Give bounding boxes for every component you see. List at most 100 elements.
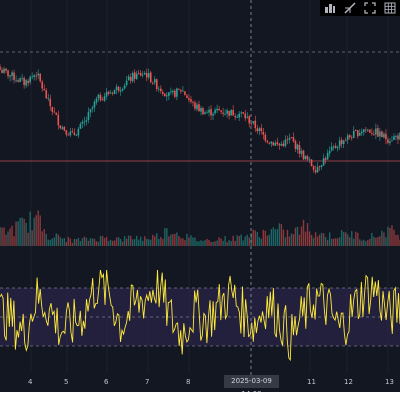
candle-body (256, 128, 259, 132)
volume-bar (160, 237, 162, 246)
candle-body (290, 137, 293, 139)
volume-bar (200, 240, 202, 246)
candle-body (25, 80, 27, 86)
candle-body (230, 109, 232, 116)
candle-body (109, 92, 112, 94)
volume-bar (268, 234, 271, 246)
volume-bar (361, 240, 363, 246)
candle-body (210, 109, 212, 116)
candle-body (43, 88, 46, 91)
candle-body (272, 142, 275, 146)
volume-bar (208, 239, 210, 246)
volume-bar (57, 234, 59, 246)
volume-bar (158, 238, 160, 246)
candle-body (45, 90, 48, 99)
candle-body (280, 143, 283, 146)
layout-grid-icon[interactable] (383, 1, 397, 15)
candle-body (254, 120, 257, 129)
volume-bar (113, 240, 116, 246)
fullscreen-icon[interactable] (363, 1, 377, 15)
candle-body (73, 132, 76, 136)
volume-bar (166, 228, 168, 246)
volume-bar (3, 227, 5, 246)
volume-bar (214, 241, 216, 246)
volume-bar (389, 227, 391, 246)
candle-body (346, 135, 349, 140)
volume-bar (7, 231, 9, 246)
volume-bar (336, 238, 339, 246)
volume-bar (23, 218, 25, 246)
candle-body (190, 99, 192, 102)
volume-bar (65, 242, 68, 246)
candle-body (95, 98, 98, 103)
volume-bar (21, 217, 23, 246)
volume-bar (296, 226, 299, 246)
volume-bar (105, 237, 108, 246)
volume-bar (152, 234, 154, 246)
volume-bar (391, 225, 393, 246)
candle-body (397, 135, 399, 140)
volume-bar (224, 236, 226, 246)
volume-bar (343, 232, 345, 246)
volume-bar (272, 227, 275, 246)
volume-bar (119, 238, 122, 246)
volume-bar (85, 237, 88, 246)
chart-type-icon[interactable] (323, 1, 337, 15)
candle-body (338, 140, 341, 147)
candle-body (174, 90, 176, 97)
oscillator-line (0, 269, 400, 362)
volume-bar (164, 228, 166, 246)
candle-body (298, 145, 301, 154)
measure-ruler-icon[interactable] (343, 1, 357, 15)
candle-body (194, 102, 196, 109)
volume-bar (369, 238, 371, 246)
candle-body (107, 91, 110, 94)
candle-body (1, 69, 3, 73)
candle-body (63, 126, 66, 131)
volume-bar (367, 239, 369, 246)
candle-body (192, 101, 194, 103)
candle-body (13, 72, 15, 80)
volume-bar (51, 238, 53, 246)
candle-body (67, 134, 70, 136)
candle-body (162, 92, 164, 94)
candle-body (113, 89, 116, 94)
volume-bar (47, 239, 49, 246)
candle-body (356, 130, 359, 137)
x-axis-tick-label: 6 (104, 378, 109, 386)
volume-bar (387, 226, 389, 246)
candle-body (308, 159, 311, 161)
volume-bar (180, 238, 182, 246)
volume-bar (393, 229, 395, 246)
volume-bar (125, 238, 128, 246)
volume-bar (228, 240, 230, 246)
volume-bar (278, 223, 281, 246)
candle-body (39, 73, 42, 82)
volume-bar (170, 234, 172, 246)
candle-body (53, 111, 56, 113)
candle-body (97, 94, 100, 99)
volume-bar (196, 241, 198, 246)
candle-body (312, 166, 315, 170)
candle-body (363, 129, 365, 132)
volume-bar (351, 231, 353, 246)
price-pane[interactable] (0, 51, 400, 175)
volume-bar (45, 233, 47, 246)
candle-body (350, 137, 353, 139)
volume-bar (19, 217, 21, 246)
volume-bar (146, 238, 148, 246)
candle-body (160, 88, 162, 92)
volume-bar (67, 236, 70, 246)
candle-body (137, 72, 140, 74)
volume-bar (232, 235, 234, 246)
candle-body (226, 110, 228, 114)
candle-body (9, 75, 11, 77)
volume-bar (347, 234, 349, 246)
candle-body (133, 72, 136, 79)
candle-body (206, 112, 208, 114)
volume-bar (11, 225, 13, 246)
volume-bar (109, 239, 112, 246)
volume-bar (49, 239, 51, 246)
candle-body (373, 133, 375, 135)
